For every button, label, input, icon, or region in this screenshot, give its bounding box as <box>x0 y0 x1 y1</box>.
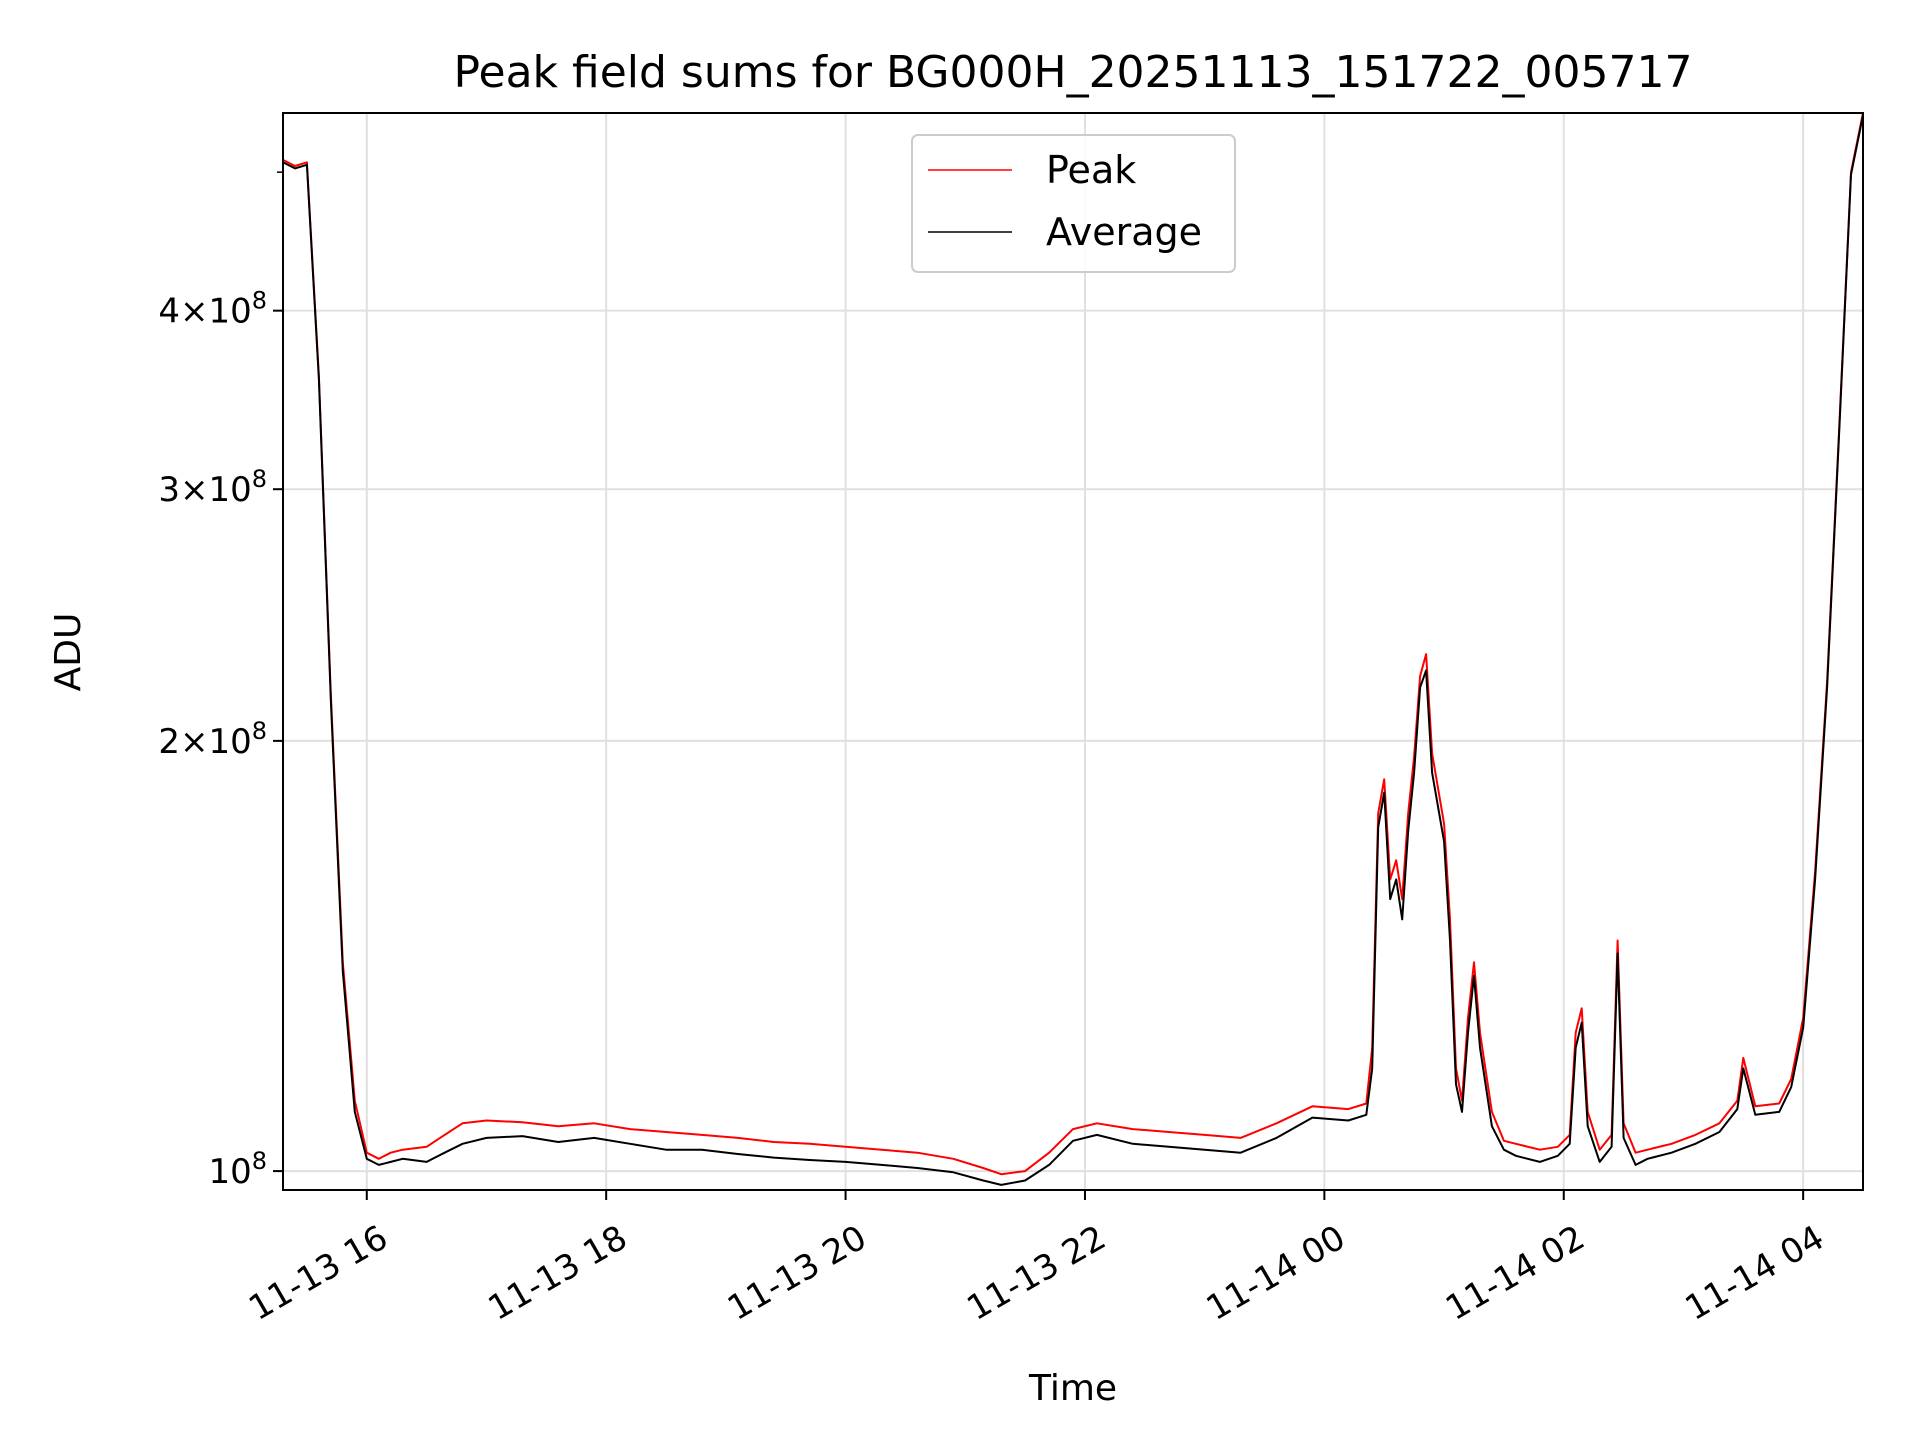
y-tick-label: 4×108 <box>158 287 267 332</box>
legend-label-average: Average <box>1046 210 1202 254</box>
chart-title: Peak field sums for BG000H_20251113_1517… <box>454 47 1693 98</box>
y-tick-label: 3×108 <box>158 465 267 510</box>
y-tick-label: 2×108 <box>158 717 267 762</box>
x-axis-title: Time <box>1028 1368 1117 1409</box>
y-tick-label: 108 <box>208 1147 267 1192</box>
y-axis-title: ADU <box>48 613 89 692</box>
series-line-average <box>283 115 1863 1186</box>
y-axis: 108 2×108 3×108 4×108 <box>158 171 283 1192</box>
legend-label-peak: Peak <box>1046 148 1136 192</box>
legend: Peak Average <box>911 134 1236 273</box>
series-line-peak <box>283 113 1863 1176</box>
grid <box>283 113 1863 1190</box>
plot-frame <box>282 112 1864 1191</box>
series-layer <box>283 113 1863 1186</box>
